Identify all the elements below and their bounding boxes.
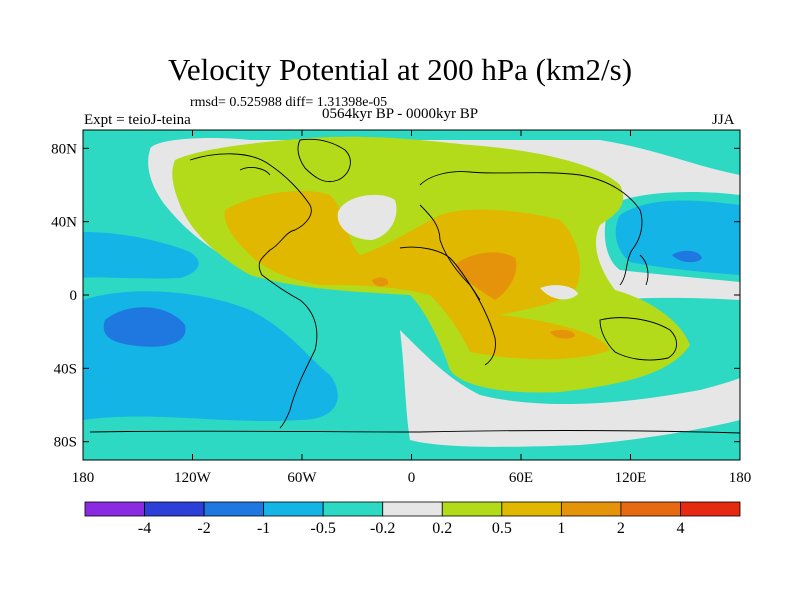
colorbar-label: -1	[256, 520, 271, 537]
colorbar-swatch	[501, 501, 562, 517]
positive-region-1	[550, 329, 575, 339]
positive-region-1	[372, 277, 389, 287]
positive-region-05	[224, 190, 611, 360]
lon-tick-label: 120E	[615, 470, 647, 486]
colorbar-swatch	[322, 501, 384, 517]
map-title: Velocity Potential at 200 hPa (km2/s)	[167, 52, 633, 87]
colorbar-swatch	[680, 501, 741, 517]
colorbar-swatch	[382, 501, 443, 517]
colorbar-swatch	[84, 501, 145, 517]
colorbar-label: 0.2	[432, 520, 453, 537]
period-label: 0564kyr BP - 0000kyr BP	[322, 106, 479, 122]
colorbar-label: 2	[616, 520, 625, 537]
lat-tick-label: 0	[70, 288, 78, 304]
negative-region-1	[103, 307, 186, 347]
lon-tick-label: 180	[729, 470, 752, 486]
lon-tick-label: 180	[72, 470, 95, 486]
colorbar-swatch	[620, 501, 681, 517]
lon-tick-label: 60W	[287, 470, 317, 486]
latitude-ticks: 80N 40N 0 40S 80S	[51, 141, 740, 451]
lat-tick-label: 40N	[51, 215, 77, 231]
longitude-ticks: 180 120W 60W 0 60E 120E 180	[72, 130, 752, 486]
stats-label: rmsd= 0.525988 diff= 1.31398e-05	[190, 95, 388, 110]
colorbar-label: 4	[676, 520, 685, 537]
lon-tick-label: 0	[408, 470, 416, 486]
lat-tick-label: 80N	[51, 141, 77, 157]
colorbar-label: 0.5	[491, 520, 512, 537]
colorbar-swatch	[144, 501, 205, 517]
colorbar-swatch	[441, 501, 503, 517]
colorbar-swatch	[203, 501, 265, 517]
coastlines	[89, 138, 740, 434]
colorbar	[84, 501, 741, 517]
experiment-label: Expt = teioJ-teina	[84, 112, 191, 128]
negative-region-05	[83, 232, 199, 279]
colorbar-swatch	[560, 501, 622, 517]
colorbar-label: -0.2	[370, 520, 396, 537]
colorbar-label: -0.5	[310, 520, 336, 537]
positive-region-1	[455, 252, 517, 300]
lat-tick-label: 80S	[54, 435, 77, 451]
negative-region-05-asia	[615, 200, 740, 275]
contour-field	[83, 130, 740, 460]
season-label: JJA	[712, 112, 735, 128]
lat-tick-label: 40S	[54, 361, 77, 377]
colorbar-label: -2	[197, 520, 211, 537]
colorbar-label: 1	[557, 520, 566, 537]
colorbar-label: -4	[137, 520, 152, 537]
colorbar-swatch	[263, 501, 324, 517]
neutral-hole-ocean	[540, 285, 578, 300]
lon-tick-label: 120W	[174, 470, 212, 486]
neutral-hole-atlantic	[337, 194, 397, 240]
neutral-region-south	[400, 330, 740, 447]
lon-tick-label: 60E	[509, 470, 533, 486]
negative-region-1-asia	[672, 250, 702, 263]
